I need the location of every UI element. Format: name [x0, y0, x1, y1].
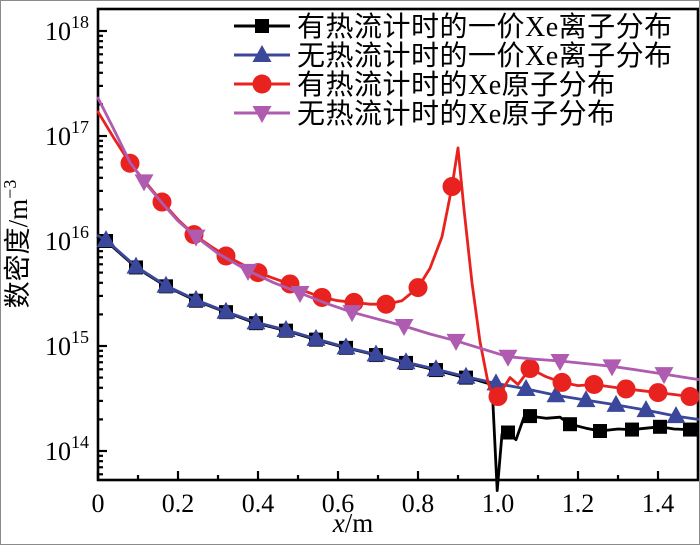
- triangle-up-marker-icon: [306, 328, 326, 346]
- triangle-up-marker-icon: [252, 45, 272, 62]
- x-tick-label: 1.4: [642, 489, 675, 518]
- triangle-down-marker-icon: [498, 349, 518, 367]
- series-atom-no-heatflux: [96, 96, 699, 385]
- triangle-down-marker-icon: [252, 106, 272, 123]
- triangle-up-marker-icon: [576, 390, 596, 408]
- triangle-up-marker-icon: [456, 366, 476, 384]
- square-marker-icon: [501, 425, 515, 440]
- square-marker-icon: [653, 419, 667, 434]
- triangle-up-marker-icon: [186, 289, 206, 307]
- triangle-down-marker-icon: [446, 333, 466, 351]
- legend: 有热流计时的一价Xe离子分布无热流计时的一价Xe离子分布有热流计时的Xe原子分布…: [234, 11, 673, 130]
- square-marker-icon: [593, 424, 607, 439]
- triangle-up-marker-icon: [606, 394, 626, 412]
- x-tick-label: 0.6: [322, 489, 355, 518]
- series-line: [96, 110, 699, 401]
- triangle-up-marker-icon: [486, 373, 506, 391]
- triangle-down-marker-icon: [394, 319, 414, 337]
- triangle-down-marker-icon: [602, 359, 622, 377]
- square-marker-icon: [255, 19, 269, 33]
- legend-label: 有热流计时的一价Xe离子分布: [297, 11, 673, 43]
- x-tick-label: 0.2: [162, 489, 195, 518]
- x-tick-label: 0.4: [242, 489, 275, 518]
- legend-label: 有热流计时的Xe原子分布: [297, 69, 616, 101]
- circle-marker-icon: [408, 278, 428, 298]
- legend-item: 无热流计时的Xe原子分布: [234, 98, 616, 130]
- y-tick-label: 1017: [45, 117, 89, 151]
- x-tick-label: 1.2: [562, 489, 595, 518]
- y-axis-ticks: [98, 29, 107, 476]
- triangle-up-marker-icon: [426, 359, 446, 377]
- circle-marker-icon: [520, 359, 540, 379]
- y-tick-label: 1014: [45, 432, 89, 466]
- triangle-down-marker-icon: [186, 229, 206, 247]
- circle-marker-icon: [552, 372, 572, 392]
- triangle-down-marker-icon: [654, 367, 674, 385]
- square-marker-icon: [523, 409, 537, 424]
- legend-label: 无热流计时的一价Xe离子分布: [297, 40, 673, 72]
- legend-item: 无热流计时的一价Xe离子分布: [234, 40, 673, 72]
- square-marker-icon: [563, 417, 577, 432]
- legend-item: 有热流计时的一价Xe离子分布: [234, 11, 673, 43]
- triangle-down-marker-icon: [134, 174, 154, 192]
- triangle-up-marker-icon: [216, 301, 236, 319]
- x-axis-title: x/m: [332, 508, 374, 538]
- triangle-up-marker-icon: [126, 256, 146, 274]
- y-axis-tick-labels: 1018 1017 1016 1015 1014: [45, 12, 89, 466]
- x-tick-label: 0: [92, 489, 105, 518]
- circle-marker-icon: [680, 387, 699, 407]
- triangle-up-marker-icon: [636, 400, 656, 418]
- y-tick-label: 1016: [45, 222, 89, 256]
- triangle-up-marker-icon: [96, 230, 116, 248]
- x-axis-ticks: [96, 471, 660, 480]
- triangle-up-marker-icon: [156, 275, 176, 293]
- triangle-up-marker-icon: [276, 320, 296, 338]
- circle-marker-icon: [442, 177, 462, 197]
- y-axis-title: 数密度/m−3: [1, 180, 33, 309]
- x-tick-label: 1.0: [482, 489, 515, 518]
- y-tick-label: 1018: [45, 12, 89, 46]
- circle-marker-icon: [616, 379, 636, 399]
- square-marker-icon: [625, 422, 639, 437]
- legend-label: 无热流计时的Xe原子分布: [297, 98, 616, 130]
- circle-marker-icon: [584, 374, 604, 394]
- square-marker-icon: [683, 422, 697, 437]
- triangle-up-marker-icon: [366, 344, 386, 362]
- triangle-down-marker-icon: [342, 305, 362, 323]
- legend-item: 有热流计时的Xe原子分布: [234, 69, 616, 101]
- triangle-up-marker-icon: [546, 385, 566, 403]
- triangle-up-marker-icon: [396, 352, 416, 370]
- triangle-up-marker-icon: [246, 312, 266, 330]
- triangle-up-marker-icon: [336, 337, 356, 355]
- circle-marker-icon: [376, 294, 396, 314]
- triangle-down-marker-icon: [550, 353, 570, 371]
- x-axis-tick-labels: 0 0.2 0.4 0.6 0.8 1.0 1.2 1.4: [92, 489, 675, 518]
- series-line: [96, 234, 699, 421]
- circle-marker-icon: [488, 387, 508, 407]
- triangle-down-marker-icon: [290, 285, 310, 303]
- triangle-up-marker-icon: [666, 406, 686, 424]
- series-line: [96, 96, 699, 381]
- triangle-up-marker-icon: [516, 378, 536, 396]
- circle-marker-icon: [648, 383, 668, 403]
- series-ion-no-heatflux: [96, 230, 699, 424]
- triangle-down-marker-icon: [238, 263, 258, 281]
- circle-marker-icon: [252, 74, 272, 94]
- x-tick-label: 0.8: [402, 489, 435, 518]
- y-tick-label: 1015: [45, 327, 89, 361]
